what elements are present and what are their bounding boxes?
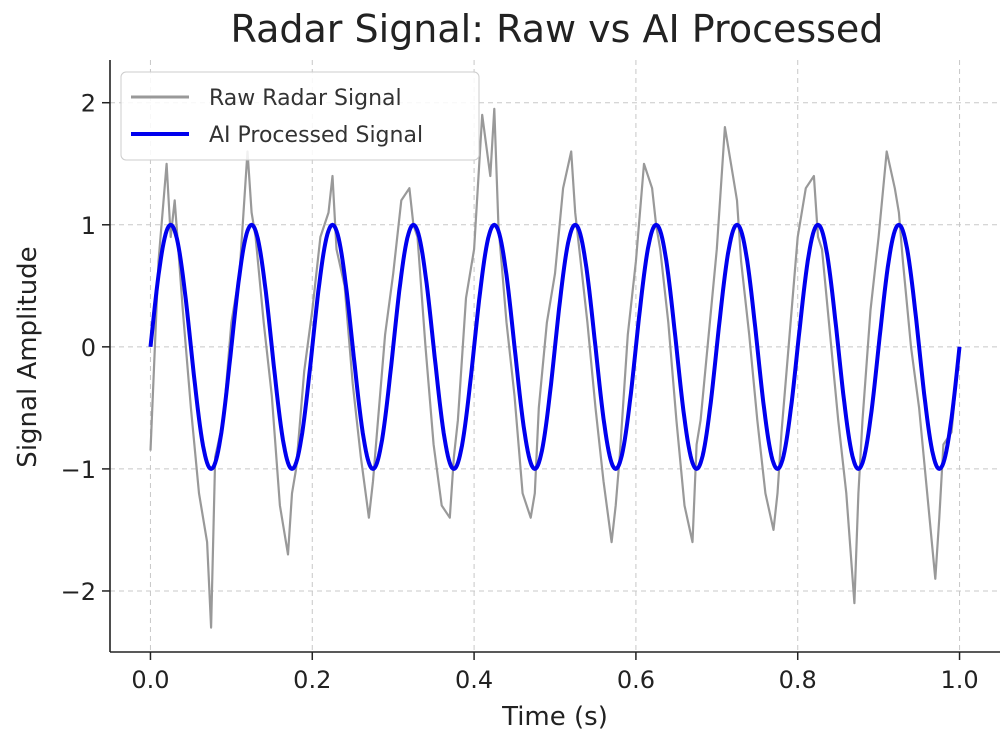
x-tick-label: 0.2 bbox=[293, 666, 331, 694]
y-tick-label: 0 bbox=[81, 334, 96, 362]
x-tick-label: 0.0 bbox=[131, 666, 169, 694]
y-tick-label: −2 bbox=[61, 578, 96, 606]
series-line-raw-radar-signal bbox=[149, 107, 961, 629]
x-tick-label: 1.0 bbox=[940, 666, 978, 694]
axes bbox=[109, 60, 1000, 653]
x-tick-label: 0.6 bbox=[617, 666, 655, 694]
ticks: 0.0 0.2 0.4 0.6 0.8 1.0 −2 −1 0 1 2 bbox=[61, 90, 979, 694]
y-tick-label: 2 bbox=[81, 90, 96, 118]
series-line-ai-processed-signal bbox=[148, 222, 962, 471]
x-tick-label: 0.8 bbox=[779, 666, 817, 694]
legend-label-ai: AI Processed Signal bbox=[209, 123, 423, 148]
legend-box bbox=[120, 71, 480, 161]
series-layer bbox=[148, 107, 962, 629]
legend: Raw Radar Signal AI Processed Signal bbox=[120, 71, 480, 161]
x-tick-label: 0.4 bbox=[455, 666, 493, 694]
chart-title: Radar Signal: Raw vs AI Processed bbox=[231, 7, 884, 51]
legend-label-raw: Raw Radar Signal bbox=[209, 86, 402, 111]
y-tick-label: −1 bbox=[61, 456, 96, 484]
y-tick-label: 1 bbox=[81, 212, 96, 240]
y-axis-title: Signal Amplitude bbox=[13, 246, 43, 467]
x-axis-title: Time (s) bbox=[501, 702, 608, 732]
